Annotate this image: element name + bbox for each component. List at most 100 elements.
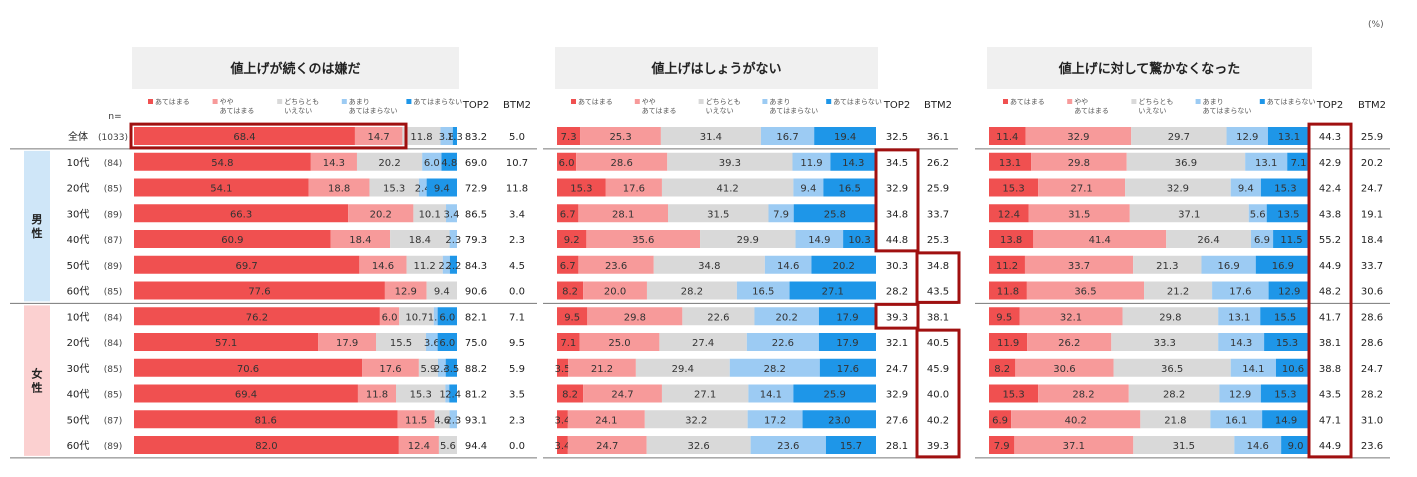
bar-value-label: 60.9 [221, 235, 243, 246]
bar-value-label: 25.9 [824, 390, 846, 401]
bar-segment [814, 127, 876, 145]
bar-value-label: 12.9 [1236, 132, 1258, 143]
bar-segment [1230, 178, 1261, 197]
bar-segment [1248, 204, 1267, 223]
panel-header-bg [555, 47, 878, 89]
bar-segment [445, 358, 457, 377]
bar-segment [1015, 358, 1114, 377]
bar-value-label: 11.2 [414, 261, 436, 272]
row-n-label: (89) [104, 210, 122, 220]
bar-segment [646, 436, 751, 454]
legend-swatch [634, 99, 640, 104]
bar-segment [1219, 384, 1261, 403]
bar-value-label: 12.9 [395, 287, 417, 298]
bar-value-label: 8.2 [562, 390, 578, 401]
bar-segment [1131, 127, 1227, 145]
bar-segment [1250, 230, 1274, 248]
bar-value-label: 17.2 [764, 415, 786, 426]
bar-value-label: 2.2 [438, 261, 454, 272]
bar-value-label: 68.4 [233, 132, 255, 143]
bar-value-label: 5.9 [420, 364, 436, 375]
bar-value-label: 2.4 [445, 390, 461, 401]
bar-segment [659, 333, 747, 351]
bar-segment [795, 230, 844, 248]
bar-segment [1234, 436, 1282, 454]
bar-segment [1133, 436, 1235, 454]
bar-value-label: 10.7 [405, 312, 427, 323]
bar-value-label: 16.7 [776, 132, 798, 143]
top2-value: 86.5 [465, 209, 487, 220]
btm2-value: 5.9 [509, 364, 525, 375]
btm2-value: 28.6 [1361, 338, 1383, 349]
bar-value-label: 6.0 [439, 312, 455, 323]
bar-value-label: 6.9 [992, 415, 1008, 426]
bar-segment [1026, 281, 1145, 300]
bar-segment [748, 384, 794, 403]
bar-segment [580, 127, 661, 145]
top2-value: 93.1 [465, 415, 487, 426]
bar-value-label: 14.7 [368, 132, 390, 143]
btm2-value: 28.2 [1361, 390, 1383, 401]
top2-value: 90.6 [465, 287, 487, 298]
top2-value: 34.5 [886, 158, 908, 169]
bar-value-label: 25.8 [824, 209, 846, 220]
bar-segment [1201, 255, 1256, 274]
bar-value-label: 15.3 [1276, 338, 1298, 349]
bar-value-label: 28.1 [612, 209, 634, 220]
bar-value-label: 9.4 [434, 184, 450, 195]
bar-value-label: 66.3 [230, 209, 252, 220]
bar-value-label: 25.0 [608, 338, 630, 349]
bar-segment [1027, 333, 1112, 351]
row-n-label: (1033) [98, 133, 128, 143]
bar-segment [134, 333, 319, 351]
row-n-label: (85) [104, 185, 122, 195]
bar-value-label: 21.2 [1167, 287, 1189, 298]
bar-segment [1210, 410, 1263, 429]
bar-segment [754, 307, 819, 326]
bar-segment [406, 255, 443, 274]
top2-value: 47.1 [1319, 415, 1341, 426]
bar-segment [567, 436, 647, 454]
legend-label: やや [1074, 98, 1088, 106]
panel-title: 値上げはしょうがない [650, 61, 781, 77]
bar-value-label: 27.1 [694, 390, 716, 401]
btm2-value: 36.1 [927, 132, 949, 143]
top2-value: 27.6 [886, 415, 908, 426]
legend-label: あてはまる [578, 98, 613, 106]
bar-segment [557, 410, 568, 429]
bar-segment [1255, 255, 1310, 274]
bar-value-label: 33.3 [1154, 338, 1176, 349]
bar-segment [446, 204, 457, 223]
row-age-label: 30代 [67, 208, 90, 220]
bar-value-label: 11.4 [996, 132, 1018, 143]
btm2-header: BTM2 [1358, 100, 1386, 111]
bar-value-label: 6.0 [382, 312, 398, 323]
bar-segment [989, 152, 1032, 171]
bar-segment [359, 255, 407, 274]
bar-segment [1140, 410, 1211, 429]
bar-value-label: 15.3 [1274, 390, 1296, 401]
bar-segment [1226, 127, 1268, 145]
top2-value: 44.9 [1319, 441, 1341, 452]
legend-label: あてはまる [1074, 107, 1109, 115]
bar-segment [843, 230, 876, 248]
bar-segment [764, 255, 812, 274]
bar-segment [1038, 178, 1126, 197]
top2-value: 38.8 [1319, 364, 1341, 375]
bar-value-label: 7.1 [1291, 158, 1307, 169]
bar-value-label: 29.8 [624, 312, 646, 323]
top2-value: 81.2 [465, 390, 487, 401]
top2-value: 55.2 [1319, 235, 1341, 246]
bar-segment [1133, 255, 1202, 274]
bar-segment [557, 333, 580, 351]
bar-segment [989, 358, 1016, 377]
legend-label: やや [220, 98, 234, 106]
bar-value-label: 1.2 [428, 312, 444, 323]
bar-value-label: 29.8 [1068, 158, 1090, 169]
bar-value-label: 29.7 [1168, 132, 1190, 143]
bar-segment [399, 307, 434, 326]
legend-label: あまり [1203, 98, 1224, 106]
bar-segment [667, 152, 793, 171]
btm2-value: 20.2 [1361, 158, 1383, 169]
bar-value-label: 12.4 [998, 209, 1020, 220]
